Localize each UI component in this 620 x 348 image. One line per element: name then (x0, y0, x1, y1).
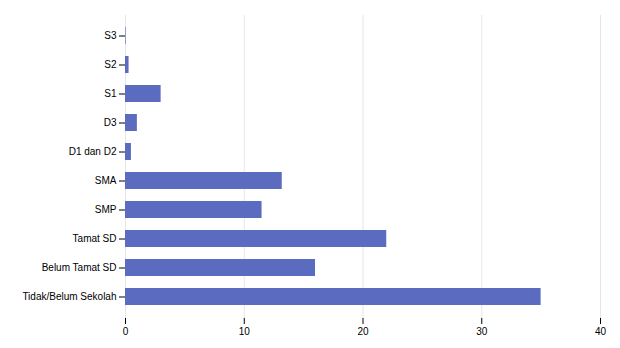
svg-text:10: 10 (239, 326, 251, 337)
svg-text:D1 dan D2: D1 dan D2 (69, 146, 117, 157)
svg-text:Belum Tamat SD: Belum Tamat SD (42, 262, 117, 273)
svg-text:S2: S2 (104, 59, 117, 70)
svg-text:SMP: SMP (95, 204, 117, 215)
svg-text:Tamat SD: Tamat SD (73, 233, 117, 244)
svg-text:SMA: SMA (95, 175, 117, 186)
svg-text:S1: S1 (104, 88, 117, 99)
svg-text:Tidak/Belum Sekolah: Tidak/Belum Sekolah (22, 291, 116, 302)
svg-text:20: 20 (357, 326, 369, 337)
svg-text:S3: S3 (104, 30, 117, 41)
svg-text:40: 40 (595, 326, 607, 337)
svg-text:0: 0 (123, 326, 129, 337)
svg-text:30: 30 (476, 326, 488, 337)
svg-text:D3: D3 (104, 117, 117, 128)
